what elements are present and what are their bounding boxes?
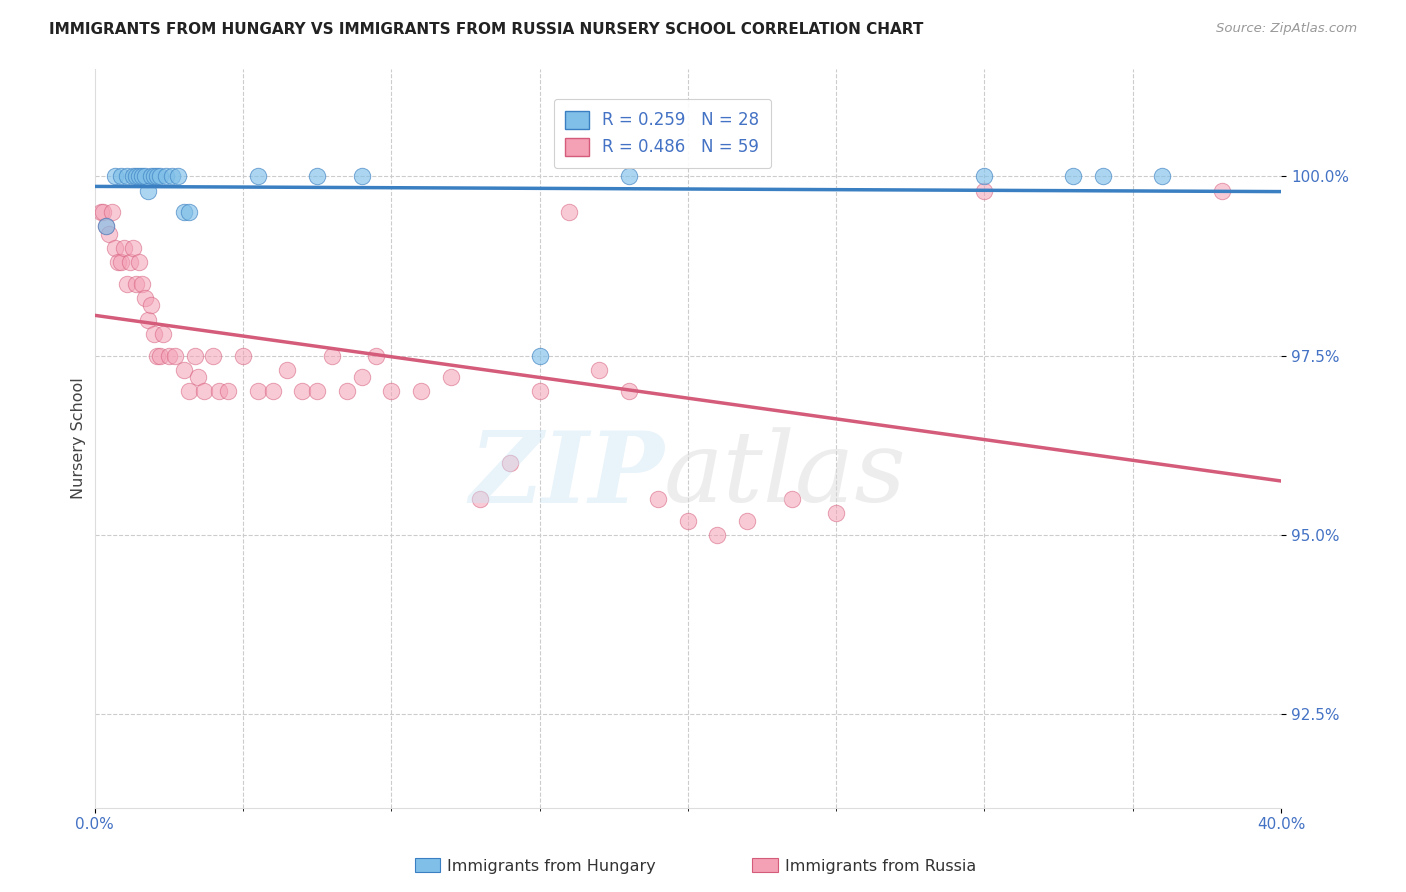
- Point: [617, 384, 640, 399]
- Point: [155, 169, 177, 183]
- Point: [470, 492, 492, 507]
- Point: [104, 169, 127, 183]
- Point: [217, 384, 239, 399]
- Point: [149, 169, 172, 183]
- Point: [139, 169, 162, 183]
- Point: [409, 384, 432, 399]
- Point: [179, 384, 201, 399]
- Point: [122, 241, 145, 255]
- Y-axis label: Nursery School: Nursery School: [72, 377, 86, 499]
- Point: [499, 456, 522, 470]
- Point: [305, 169, 328, 183]
- Point: [246, 169, 269, 183]
- Point: [676, 514, 699, 528]
- Point: [142, 169, 165, 183]
- Point: [142, 326, 165, 341]
- Point: [115, 169, 138, 183]
- Point: [179, 205, 201, 219]
- Point: [232, 349, 254, 363]
- Point: [110, 255, 132, 269]
- Point: [1062, 169, 1084, 183]
- Point: [305, 384, 328, 399]
- Text: Immigrants from Hungary: Immigrants from Hungary: [447, 859, 655, 873]
- Point: [529, 384, 551, 399]
- Point: [104, 241, 127, 255]
- Point: [98, 227, 121, 241]
- Point: [120, 255, 142, 269]
- Text: Immigrants from Russia: Immigrants from Russia: [785, 859, 976, 873]
- Point: [146, 169, 169, 183]
- Point: [131, 169, 153, 183]
- Point: [166, 169, 188, 183]
- Text: Source: ZipAtlas.com: Source: ZipAtlas.com: [1216, 22, 1357, 36]
- Point: [246, 384, 269, 399]
- Point: [588, 363, 610, 377]
- Point: [89, 205, 111, 219]
- Point: [184, 349, 207, 363]
- Point: [780, 492, 803, 507]
- Point: [163, 349, 186, 363]
- Point: [276, 363, 298, 377]
- Point: [291, 384, 314, 399]
- Point: [136, 184, 159, 198]
- Point: [380, 384, 402, 399]
- Point: [134, 169, 156, 183]
- Point: [208, 384, 231, 399]
- Point: [366, 349, 388, 363]
- Point: [973, 184, 995, 198]
- Point: [735, 514, 758, 528]
- Point: [350, 169, 373, 183]
- Text: atlas: atlas: [664, 427, 907, 523]
- Point: [973, 169, 995, 183]
- Point: [96, 219, 118, 234]
- Point: [122, 169, 145, 183]
- Point: [350, 370, 373, 384]
- Point: [110, 169, 132, 183]
- Point: [1152, 169, 1174, 183]
- Point: [647, 492, 669, 507]
- Point: [125, 169, 148, 183]
- Point: [125, 277, 148, 291]
- Legend: R = 0.259   N = 28, R = 0.486   N = 59: R = 0.259 N = 28, R = 0.486 N = 59: [554, 99, 770, 168]
- Point: [149, 349, 172, 363]
- Point: [262, 384, 284, 399]
- Point: [101, 205, 124, 219]
- Point: [706, 528, 728, 542]
- Point: [128, 255, 150, 269]
- Text: ZIP: ZIP: [470, 426, 664, 524]
- Point: [1092, 169, 1115, 183]
- Point: [529, 349, 551, 363]
- Point: [617, 169, 640, 183]
- Point: [157, 349, 180, 363]
- Point: [321, 349, 343, 363]
- Point: [439, 370, 461, 384]
- Point: [187, 370, 209, 384]
- Text: IMMIGRANTS FROM HUNGARY VS IMMIGRANTS FROM RUSSIA NURSERY SCHOOL CORRELATION CHA: IMMIGRANTS FROM HUNGARY VS IMMIGRANTS FR…: [49, 22, 924, 37]
- Point: [134, 291, 156, 305]
- Point: [558, 205, 581, 219]
- Point: [825, 507, 848, 521]
- Point: [152, 326, 174, 341]
- Point: [160, 169, 183, 183]
- Point: [107, 255, 129, 269]
- Point: [136, 312, 159, 326]
- Point: [202, 349, 225, 363]
- Point: [146, 349, 169, 363]
- Point: [173, 205, 195, 219]
- Point: [1211, 184, 1233, 198]
- Point: [93, 205, 115, 219]
- Point: [96, 219, 118, 234]
- Point: [193, 384, 215, 399]
- Point: [336, 384, 359, 399]
- Point: [128, 169, 150, 183]
- Point: [131, 277, 153, 291]
- Point: [139, 298, 162, 312]
- Point: [115, 277, 138, 291]
- Point: [173, 363, 195, 377]
- Point: [112, 241, 135, 255]
